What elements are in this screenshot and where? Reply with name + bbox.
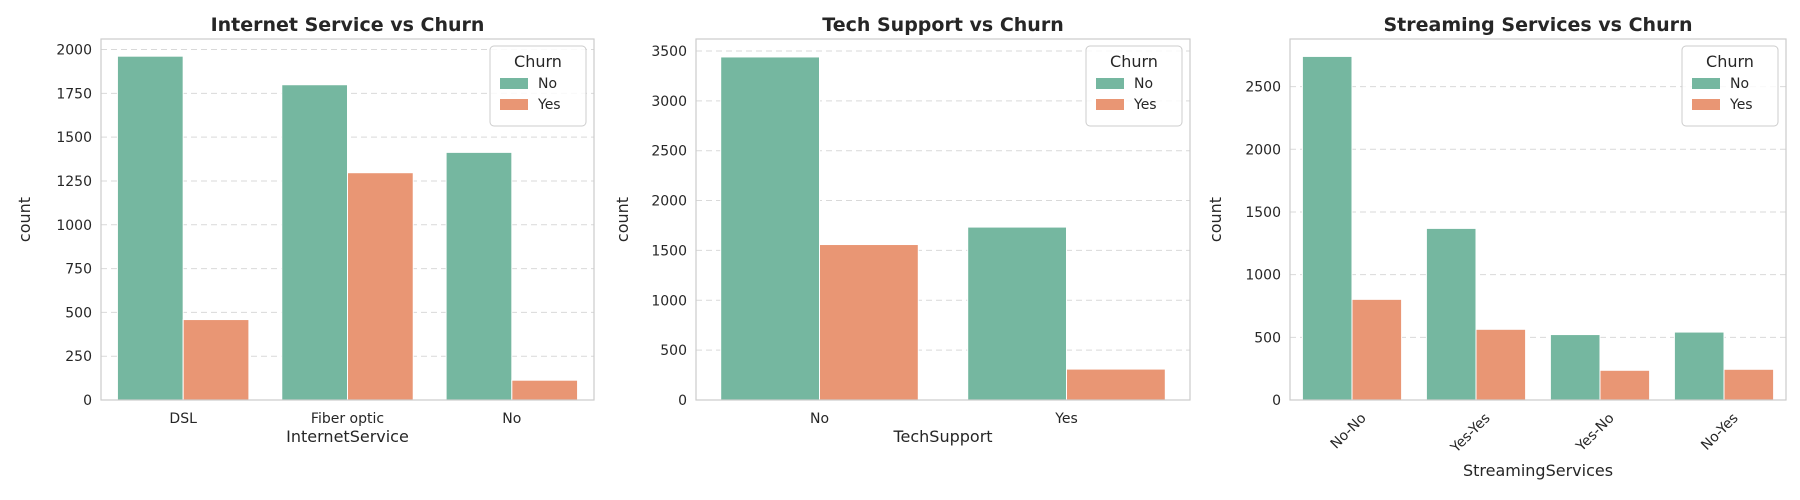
- axes-frame: [1289, 38, 1787, 401]
- legend-swatch-no: [1692, 78, 1720, 89]
- chart-title: Streaming Services vs Churn: [1383, 14, 1692, 36]
- y-tick-label: 1750: [56, 86, 92, 102]
- axes-frame: [695, 38, 1191, 401]
- y-tick-label: 250: [65, 349, 92, 365]
- x-tick-label: No-Yes: [1698, 410, 1741, 453]
- x-tick-label: DSL: [169, 411, 197, 427]
- bar-no-3[interactable]: [445, 151, 513, 401]
- y-tick-label: 3500: [651, 44, 687, 60]
- bar-no-1[interactable]: [720, 56, 821, 401]
- y-axis-label: count: [15, 197, 34, 242]
- x-axis-label: StreamingServices: [1463, 461, 1613, 480]
- y-tick-label: 2000: [56, 43, 92, 59]
- y-tick-label: 1250: [56, 174, 92, 190]
- bar-yes-1[interactable]: [182, 319, 250, 401]
- bar-yes-3[interactable]: [1599, 369, 1651, 401]
- y-tick-label: 1000: [56, 218, 92, 234]
- y-tick-label: 1500: [651, 243, 687, 259]
- y-tick-label: 2000: [1245, 142, 1281, 158]
- bar-no-3[interactable]: [1549, 334, 1601, 401]
- y-tick-label: 0: [678, 393, 687, 409]
- y-tick-label: 1500: [56, 130, 92, 146]
- legend: Churn No Yes: [489, 45, 587, 127]
- chart-1: 0 250 500 750 1000 1250 1500 1750 2000 DSL Fiber o…: [15, 14, 595, 446]
- bar-no-1[interactable]: [116, 55, 184, 401]
- x-tick-label: Yes: [1054, 411, 1078, 427]
- legend-swatch-yes: [1096, 99, 1124, 110]
- bar-no-2[interactable]: [967, 226, 1068, 401]
- y-tick-label: 500: [660, 343, 687, 359]
- y-axis-label: count: [1206, 197, 1225, 242]
- y-tick-label: 2500: [1245, 80, 1281, 96]
- bar-no-1[interactable]: [1301, 55, 1353, 401]
- y-tick-label: 500: [65, 305, 92, 321]
- chart-2: 0 500 1000 1500 2000 2500 3000 3500 No Yes TechSup…: [613, 14, 1191, 446]
- bar-yes-2[interactable]: [1475, 328, 1527, 401]
- y-axis-label: count: [613, 197, 632, 242]
- x-tick-label: No: [810, 411, 829, 427]
- legend-swatch-yes: [500, 99, 528, 110]
- legend: Churn No Yes: [1085, 45, 1183, 127]
- bar-yes-2[interactable]: [1066, 368, 1166, 401]
- y-tick-label: 0: [83, 393, 92, 409]
- bar-yes-2[interactable]: [347, 172, 414, 401]
- x-tick-label: Fiber optic: [311, 411, 384, 427]
- y-tick-label: 3000: [651, 94, 687, 110]
- legend-title: Churn: [1706, 52, 1754, 71]
- bar-no-4[interactable]: [1673, 331, 1725, 401]
- legend-title: Churn: [514, 52, 562, 71]
- x-axis-label: TechSupport: [892, 427, 992, 446]
- bar-yes-4[interactable]: [1723, 368, 1775, 401]
- legend-swatch-yes: [1692, 99, 1720, 110]
- legend-label-no: No: [538, 76, 557, 92]
- y-tick-label: 1500: [1245, 205, 1281, 221]
- bar-yes-1[interactable]: [1351, 298, 1403, 401]
- legend: Churn No Yes: [1681, 45, 1779, 127]
- legend-label-yes: Yes: [1729, 97, 1753, 113]
- y-tick-label: 2000: [651, 194, 687, 210]
- x-tick-label: No-No: [1328, 410, 1370, 452]
- bar-yes-3[interactable]: [511, 379, 579, 401]
- x-tick-label: No: [502, 411, 521, 427]
- y-tick-label: 1000: [651, 293, 687, 309]
- y-tick-label: 500: [1254, 330, 1281, 346]
- chart-title: Internet Service vs Churn: [211, 14, 485, 36]
- bar-no-2[interactable]: [1425, 227, 1477, 401]
- bar-yes-1[interactable]: [819, 244, 919, 401]
- legend-label-no: No: [1134, 76, 1153, 92]
- y-tick-label: 1000: [1245, 268, 1281, 284]
- legend-title: Churn: [1110, 52, 1158, 71]
- y-tick-label: 0: [1272, 393, 1281, 409]
- x-tick-label: Yes-No: [1573, 410, 1618, 455]
- legend-label-yes: Yes: [1133, 97, 1157, 113]
- legend-swatch-no: [500, 78, 528, 89]
- bar-no-2[interactable]: [281, 84, 348, 401]
- chart-3: 0 500 1000 1500 2000 2500 No-No Yes-Yes Yes-No No…: [1206, 14, 1787, 480]
- legend-label-no: No: [1730, 76, 1749, 92]
- y-tick-label: 750: [65, 262, 92, 278]
- legend-swatch-no: [1096, 78, 1124, 89]
- axes-frame: [100, 38, 595, 401]
- legend-label-yes: Yes: [537, 97, 561, 113]
- chart-title: Tech Support vs Churn: [822, 14, 1063, 36]
- x-tick-label: Yes-Yes: [1447, 410, 1493, 456]
- y-tick-label: 2500: [651, 144, 687, 160]
- x-axis-label: InternetService: [286, 427, 409, 446]
